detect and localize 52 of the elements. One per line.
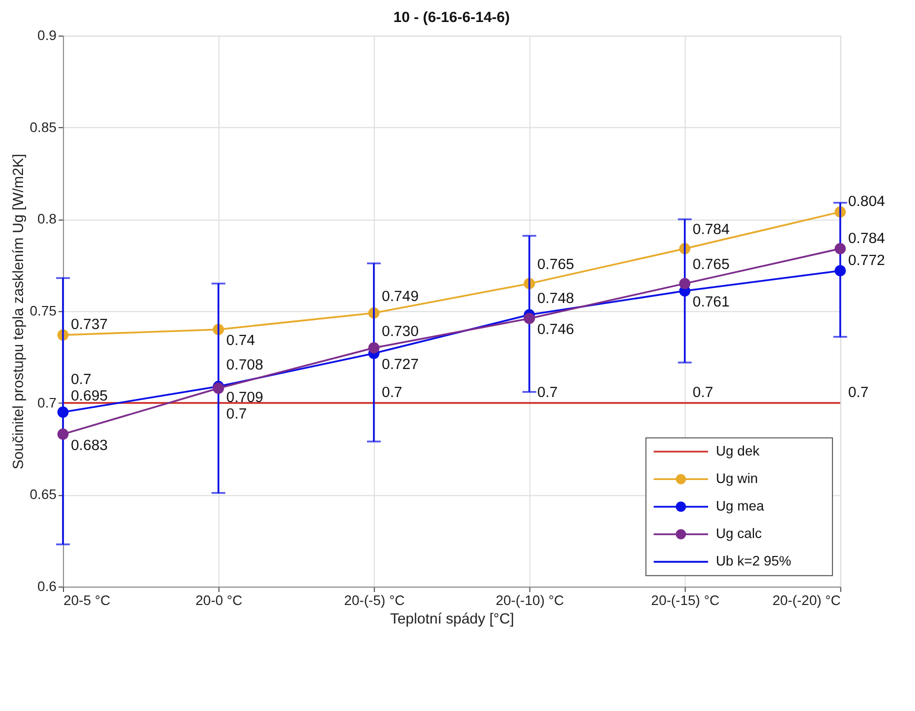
data-label: 0.730 — [382, 324, 419, 340]
point — [524, 312, 535, 324]
data-label: 0.737 — [70, 317, 108, 334]
data-label: 0.746 — [537, 322, 574, 338]
data-label: 0.727 — [382, 357, 419, 374]
data-label: 0.7 — [382, 385, 402, 402]
data-label: 0.784 — [692, 222, 730, 238]
x-tick-label: 20-5 °C — [63, 592, 110, 608]
legend-label: Ug dek — [716, 444, 760, 459]
data-label: 0.683 — [70, 438, 108, 454]
data-label: 0.748 — [537, 290, 574, 307]
chart-title: 10 - (6-16-6-14-6) — [393, 10, 510, 26]
legend-label: Ug mea — [716, 498, 764, 514]
data-label: 0.7 — [226, 406, 247, 423]
data-label: 0.749 — [382, 289, 419, 306]
x-tick-label: 20-(-10) °C — [496, 592, 564, 608]
data-label: 0.7 — [692, 385, 714, 402]
data-label: 0.7 — [70, 372, 92, 388]
data-label: 0.765 — [537, 256, 574, 273]
x-tick-label: 20-0 °C — [195, 592, 242, 608]
y-axis-title: Součinitel prostupu tepla zasklením Ug [W/m2K] — [10, 154, 27, 470]
data-label: 0.761 — [692, 294, 730, 311]
data-label: 0.7 — [848, 385, 869, 402]
data-label: 0.695 — [70, 388, 108, 404]
data-label: 0.772 — [848, 252, 886, 269]
x-tick-label: 20-(-5) °C — [344, 592, 405, 608]
point — [57, 428, 69, 440]
x-axis-title: Teplotní spády [°C] — [390, 611, 514, 628]
legend-label: Ug win — [716, 471, 758, 486]
data-label: 0.784 — [848, 230, 886, 247]
data-label: 0.708 — [226, 358, 264, 374]
y-tick-label: 0.7 — [37, 395, 57, 410]
y-tick-label: 0.85 — [30, 120, 57, 135]
point — [834, 243, 846, 254]
point — [679, 278, 690, 290]
y-tick-label: 0.75 — [30, 304, 57, 319]
y-tick-label: 0.8 — [37, 212, 57, 227]
x-tick-label: 20-(-20) °C — [772, 592, 841, 608]
data-label: 0.7 — [537, 385, 558, 402]
data-label: 0.74 — [226, 333, 256, 350]
point — [834, 265, 846, 276]
data-label: 0.804 — [848, 194, 886, 210]
legend-label: Ug calc — [716, 526, 762, 542]
x-tick-label: 20-(-15) °C — [651, 592, 720, 608]
y-tick-label: 0.65 — [30, 487, 57, 502]
y-tick-label: 0.9 — [37, 28, 57, 44]
point — [368, 342, 380, 354]
point — [57, 406, 69, 418]
data-label: 0.709 — [226, 390, 264, 406]
annotation: Ub k=2 95% — [716, 554, 792, 569]
data-label: 0.765 — [692, 256, 730, 273]
y-tick-label: 0.6 — [37, 579, 57, 594]
